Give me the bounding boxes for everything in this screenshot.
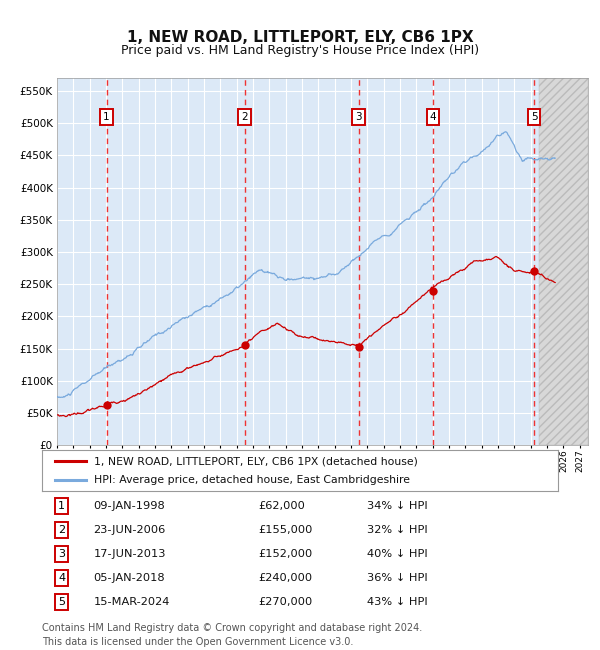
Text: £152,000: £152,000	[259, 549, 313, 559]
Text: 1, NEW ROAD, LITTLEPORT, ELY, CB6 1PX (detached house): 1, NEW ROAD, LITTLEPORT, ELY, CB6 1PX (d…	[94, 456, 418, 466]
Text: 32% ↓ HPI: 32% ↓ HPI	[367, 525, 428, 535]
Text: 15-MAR-2024: 15-MAR-2024	[94, 597, 170, 607]
Text: 1, NEW ROAD, LITTLEPORT, ELY, CB6 1PX: 1, NEW ROAD, LITTLEPORT, ELY, CB6 1PX	[127, 30, 473, 46]
Text: 43% ↓ HPI: 43% ↓ HPI	[367, 597, 428, 607]
Text: 1: 1	[58, 501, 65, 511]
Bar	[539, 78, 588, 445]
Text: 23-JUN-2006: 23-JUN-2006	[94, 525, 166, 535]
Text: Price paid vs. HM Land Registry's House Price Index (HPI): Price paid vs. HM Land Registry's House …	[121, 44, 479, 57]
Text: HPI: Average price, detached house, East Cambridgeshire: HPI: Average price, detached house, East…	[94, 475, 410, 485]
Text: 5: 5	[531, 112, 538, 122]
Text: 36% ↓ HPI: 36% ↓ HPI	[367, 573, 428, 583]
Text: 05-JAN-2018: 05-JAN-2018	[94, 573, 165, 583]
Bar	[539, 78, 588, 445]
Text: 4: 4	[58, 573, 65, 583]
Text: 2: 2	[58, 525, 65, 535]
Text: 2: 2	[241, 112, 248, 122]
Text: £155,000: £155,000	[259, 525, 313, 535]
Text: 4: 4	[430, 112, 436, 122]
Text: 5: 5	[58, 597, 65, 607]
Text: 1: 1	[103, 112, 110, 122]
Text: 34% ↓ HPI: 34% ↓ HPI	[367, 501, 428, 511]
Text: Contains HM Land Registry data © Crown copyright and database right 2024.
This d: Contains HM Land Registry data © Crown c…	[42, 623, 422, 647]
Text: £270,000: £270,000	[259, 597, 313, 607]
Text: 3: 3	[355, 112, 362, 122]
Text: £62,000: £62,000	[259, 501, 305, 511]
Text: 09-JAN-1998: 09-JAN-1998	[94, 501, 166, 511]
Text: 3: 3	[58, 549, 65, 559]
Text: 40% ↓ HPI: 40% ↓ HPI	[367, 549, 428, 559]
Text: £240,000: £240,000	[259, 573, 313, 583]
Text: 17-JUN-2013: 17-JUN-2013	[94, 549, 166, 559]
